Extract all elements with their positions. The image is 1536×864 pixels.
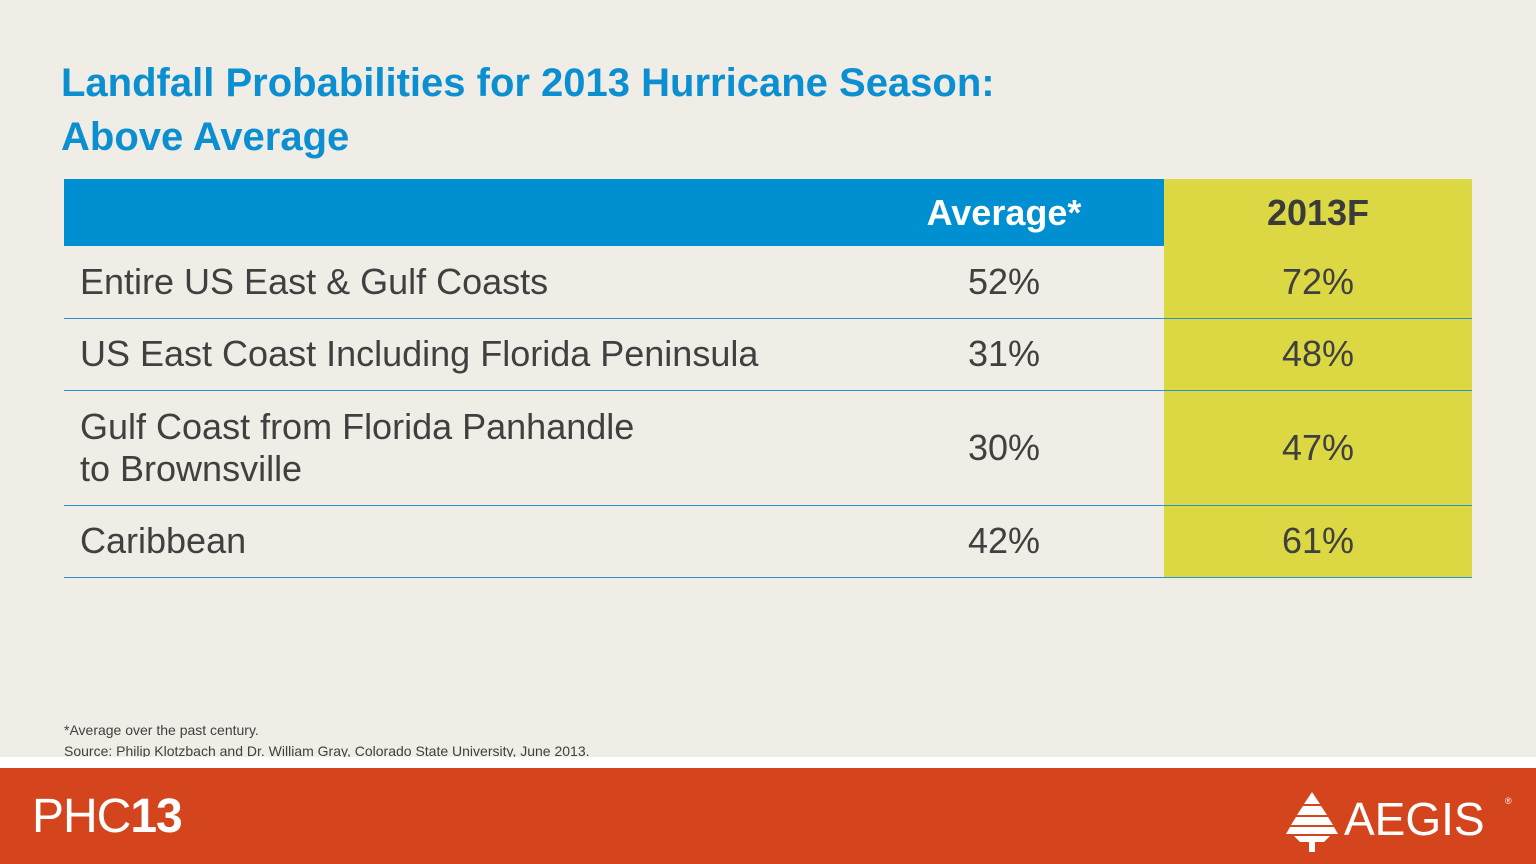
footer-bar: PHC13 AEGIS ®	[0, 768, 1536, 864]
title-line-1: Landfall Probabilities for 2013 Hurrican…	[61, 61, 995, 105]
event-logo-prefix: PHC	[32, 790, 131, 843]
region-cell: Caribbean	[64, 505, 844, 578]
forecast-cell: 48%	[1164, 318, 1472, 391]
event-logo-year: 13	[130, 790, 182, 843]
region-label: Caribbean	[80, 520, 247, 561]
region-label-line-1: Gulf Coast from Florida Panhandle	[80, 405, 635, 447]
region-cell: Gulf Coast from Florida Panhandle to Bro…	[64, 390, 844, 506]
brand-name: AEGIS	[1344, 793, 1485, 845]
forecast-cell: 72%	[1164, 246, 1472, 319]
table-row: Entire US East & Gulf Coasts 52% 72%	[64, 246, 1472, 319]
average-footnote: *Average over the past century.	[64, 722, 259, 738]
header-forecast: 2013F	[1164, 179, 1472, 246]
brand-logo: AEGIS ®	[1286, 788, 1516, 852]
average-cell: 31%	[844, 318, 1164, 391]
header-region	[64, 179, 844, 246]
probability-table: Average* 2013F Entire US East & Gulf Coa…	[64, 179, 1472, 578]
event-logo: PHC13	[32, 793, 183, 841]
slide-title: Landfall Probabilities for 2013 Hurrican…	[61, 56, 1261, 164]
table-row: Gulf Coast from Florida Panhandle to Bro…	[64, 390, 1472, 506]
forecast-cell: 47%	[1164, 390, 1472, 506]
average-cell: 52%	[844, 246, 1164, 319]
table-row: Caribbean 42% 61%	[64, 505, 1472, 578]
table-row: US East Coast Including Florida Peninsul…	[64, 318, 1472, 391]
footer-divider	[0, 757, 1536, 768]
forecast-cell: 61%	[1164, 505, 1472, 578]
region-label: Entire US East & Gulf Coasts	[80, 260, 549, 302]
region-label-line-2: to Brownsville	[80, 447, 303, 489]
region-label: US East Coast Including Florida Peninsul…	[80, 333, 759, 374]
title-line-2: Above Average	[61, 115, 350, 159]
aegis-triangle-logo-icon	[1286, 792, 1338, 852]
header-average: Average*	[844, 179, 1164, 246]
source-note: Source: Philip Klotzbach and Dr. William…	[64, 743, 590, 759]
footnotes: *Average over the past century. Source: …	[64, 720, 590, 762]
region-cell: Entire US East & Gulf Coasts	[64, 246, 844, 319]
average-cell: 30%	[844, 390, 1164, 506]
region-cell: US East Coast Including Florida Peninsul…	[64, 318, 844, 391]
table-header-row: Average* 2013F	[64, 179, 1472, 246]
average-cell: 42%	[844, 505, 1164, 578]
brand-registered-mark: ®	[1505, 796, 1512, 806]
